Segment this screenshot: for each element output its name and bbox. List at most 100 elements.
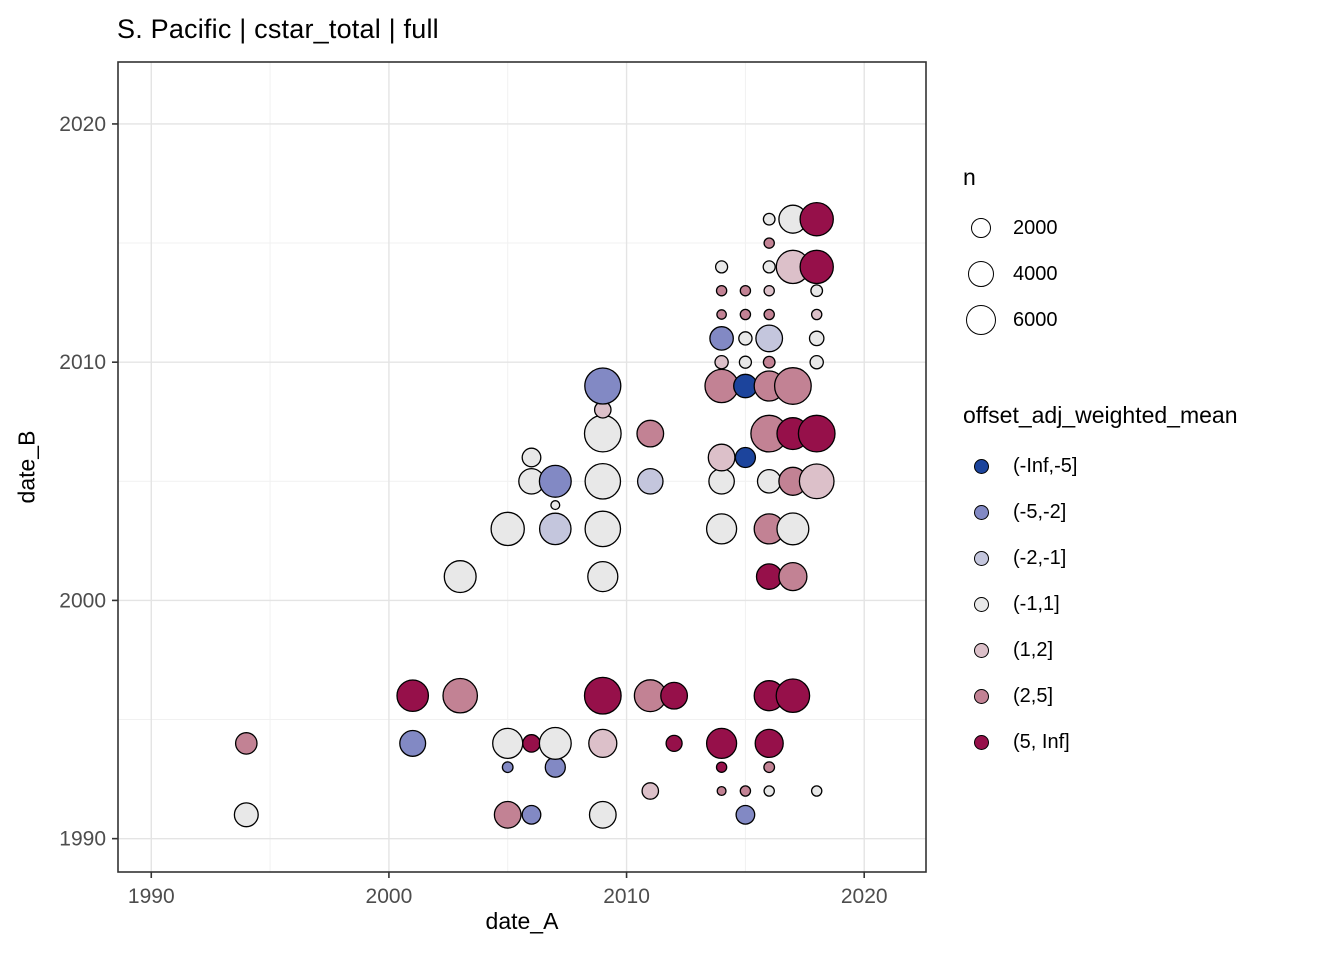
data-point	[707, 443, 736, 472]
data-point	[538, 512, 572, 546]
size-legend-label: 2000	[1013, 216, 1058, 239]
data-point	[709, 326, 734, 351]
data-point	[716, 309, 727, 320]
size-legend-key	[963, 305, 999, 335]
data-point	[443, 560, 477, 594]
data-point	[708, 467, 735, 495]
data-point	[810, 308, 823, 321]
panel-border	[117, 61, 927, 873]
data-point	[493, 800, 522, 829]
color-legend-key	[963, 688, 999, 704]
data-point	[810, 284, 824, 298]
size-circle-icon	[966, 305, 996, 335]
data-point	[810, 785, 823, 797]
data-point	[809, 354, 824, 370]
data-point	[584, 462, 622, 500]
size-legend: n 2000 4000 6000	[963, 164, 1058, 343]
color-legend-key	[963, 550, 999, 566]
data-point	[584, 367, 622, 405]
data-point	[735, 804, 756, 825]
data-point	[756, 468, 782, 494]
data-point	[587, 560, 619, 593]
data-point	[799, 201, 834, 237]
data-point	[538, 726, 572, 760]
color-legend-label: (2,5]	[1013, 684, 1054, 707]
data-point	[521, 447, 542, 468]
color-legend-key	[963, 642, 999, 658]
data-point	[762, 260, 776, 274]
size-legend-label: 4000	[1013, 262, 1058, 285]
data-point	[763, 785, 775, 797]
y-tick-label: 2020	[59, 113, 106, 136]
data-point	[521, 804, 542, 825]
color-legend-label: (-5,-2]	[1013, 500, 1067, 523]
data-point	[798, 463, 835, 500]
data-point	[739, 308, 752, 321]
size-legend-title: n	[963, 164, 976, 190]
data-point	[715, 284, 728, 297]
data-point	[763, 308, 775, 321]
data-point	[762, 355, 776, 369]
color-dot-icon	[973, 688, 989, 704]
color-legend-entry: (-5,-2]	[963, 489, 1238, 535]
size-circle-icon	[971, 218, 991, 238]
size-legend-entry: 2000	[963, 205, 1058, 251]
data-point	[641, 782, 660, 800]
data-point	[755, 324, 784, 353]
data-point	[588, 728, 618, 759]
color-legend-key	[963, 596, 999, 612]
data-point	[636, 419, 665, 448]
data-point	[763, 761, 776, 774]
data-point	[739, 785, 752, 797]
data-point	[755, 563, 783, 590]
color-legend: offset_adj_weighted_mean (-Inf,-5] (-5,-…	[963, 402, 1238, 765]
color-dot-icon	[973, 642, 989, 658]
data-point	[763, 284, 775, 297]
data-point	[588, 800, 617, 829]
data-point	[778, 561, 808, 592]
data-point	[490, 511, 525, 547]
data-point	[522, 734, 541, 753]
y-tick-label: 2000	[59, 589, 106, 612]
color-legend-key	[963, 458, 999, 474]
data-point	[705, 513, 738, 545]
size-legend-entry: 4000	[963, 251, 1058, 297]
data-point	[715, 761, 728, 773]
x-axis-title: date_A	[485, 908, 559, 934]
color-dot-icon	[973, 458, 989, 474]
size-legend-key	[963, 261, 999, 287]
data-point	[660, 681, 689, 710]
size-legend-label: 6000	[1013, 308, 1058, 331]
data-point	[773, 367, 812, 405]
data-point	[492, 727, 524, 760]
data-point	[550, 500, 561, 511]
y-axis-title: date_B	[13, 430, 40, 504]
data-point	[584, 510, 622, 548]
color-dot-icon	[973, 596, 989, 612]
y-tick-label: 1990	[59, 828, 106, 851]
data-point	[714, 354, 729, 370]
color-legend-entry: (1,2]	[963, 627, 1238, 673]
data-point	[776, 512, 810, 546]
color-legend-title: offset_adj_weighted_mean	[963, 402, 1238, 428]
data-point	[739, 284, 752, 297]
color-legend-entry: (-Inf,-5]	[963, 443, 1238, 489]
color-legend-label: (-2,-1]	[1013, 546, 1067, 569]
x-tick-label: 2000	[366, 885, 413, 908]
color-legend-key	[963, 734, 999, 750]
data-point	[738, 331, 753, 346]
color-legend-entry: (-1,1]	[963, 581, 1238, 627]
data-point	[544, 756, 566, 778]
data-point	[734, 446, 757, 469]
data-point	[775, 678, 811, 714]
color-legend-entry: (-2,-1]	[963, 535, 1238, 581]
data-point	[716, 785, 727, 797]
color-dot-icon	[973, 550, 989, 566]
color-legend-entry: (5, Inf]	[963, 719, 1238, 765]
data-point	[538, 464, 572, 498]
data-point	[763, 237, 775, 249]
data-point	[442, 677, 479, 714]
data-point	[705, 727, 738, 760]
data-point	[636, 467, 664, 495]
